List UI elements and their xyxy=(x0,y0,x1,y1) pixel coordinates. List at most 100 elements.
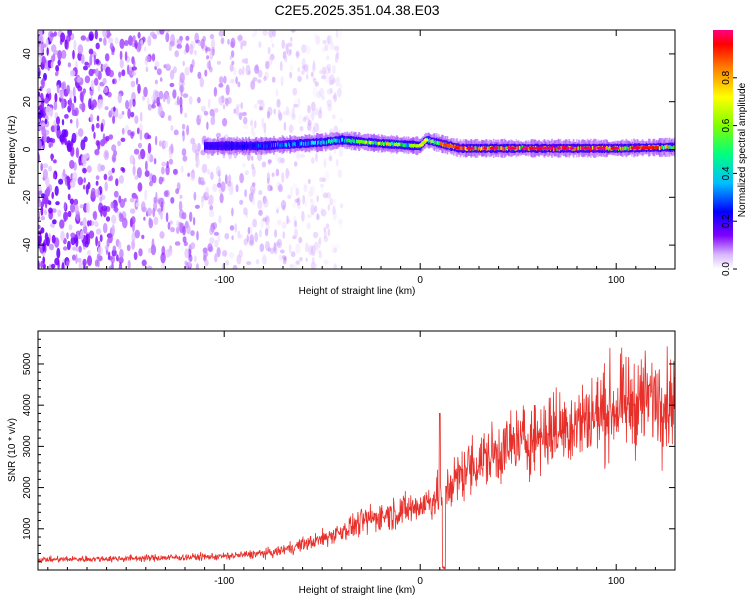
noise-speckle xyxy=(50,125,56,133)
noise-speckle xyxy=(276,208,279,214)
noise-speckle xyxy=(148,247,152,254)
band-core xyxy=(289,143,291,148)
noise-speckle xyxy=(145,66,149,73)
noise-speckle xyxy=(70,232,76,238)
band-core xyxy=(288,142,290,146)
noise-speckle xyxy=(292,235,297,240)
noise-speckle xyxy=(179,104,183,115)
band-core xyxy=(273,143,275,147)
band-core xyxy=(238,144,241,149)
band-core xyxy=(403,143,406,148)
noise-speckle xyxy=(189,211,193,222)
band-peak xyxy=(521,146,527,150)
noise-speckle xyxy=(143,216,146,221)
noise-speckle xyxy=(96,115,100,122)
noise-speckle xyxy=(242,163,246,168)
noise-speckle xyxy=(159,30,165,35)
band-core xyxy=(575,146,578,151)
noise-speckle xyxy=(267,46,271,55)
band-core xyxy=(255,143,258,148)
band-core xyxy=(498,146,501,151)
noise-speckle xyxy=(317,238,321,249)
noise-speckle xyxy=(319,69,323,75)
noise-speckle xyxy=(94,149,100,156)
noise-speckle xyxy=(318,250,322,259)
noise-speckle xyxy=(132,35,136,43)
noise-speckle xyxy=(283,111,286,116)
noise-speckle xyxy=(130,131,134,139)
noise-speckle xyxy=(326,63,332,70)
band-core xyxy=(666,144,669,149)
noise-speckle xyxy=(79,103,83,110)
noise-speckle xyxy=(333,263,337,269)
noise-speckle xyxy=(278,184,283,193)
noise-speckle xyxy=(255,64,259,71)
noise-speckle xyxy=(204,259,209,267)
noise-speckle xyxy=(68,224,73,231)
noise-speckle xyxy=(277,109,281,119)
band-core xyxy=(366,141,369,145)
band-core xyxy=(382,142,385,146)
noise-speckle xyxy=(91,220,95,226)
band-core xyxy=(304,141,307,146)
band-core xyxy=(430,139,433,144)
noise-speckle xyxy=(242,65,245,76)
band-core xyxy=(343,138,345,142)
noise-speckle xyxy=(238,68,243,76)
band-core xyxy=(294,142,297,147)
noise-speckle xyxy=(144,46,147,52)
noise-speckle xyxy=(168,44,173,52)
noise-speckle xyxy=(286,215,289,225)
noise-speckle xyxy=(122,217,128,229)
noise-speckle xyxy=(311,101,316,112)
noise-speckle xyxy=(339,30,343,40)
noise-speckle xyxy=(82,258,87,266)
noise-speckle xyxy=(253,103,258,109)
noise-speckle xyxy=(95,180,99,186)
noise-speckle xyxy=(336,50,340,60)
noise-speckle xyxy=(117,140,121,147)
band-core xyxy=(234,144,236,149)
noise-speckle xyxy=(99,234,103,242)
noise-speckle xyxy=(71,102,75,112)
noise-speckle xyxy=(222,250,228,257)
noise-speckle xyxy=(151,104,157,109)
noise-speckle xyxy=(194,255,197,263)
band-core xyxy=(274,143,276,147)
noise-speckle xyxy=(166,161,169,169)
noise-speckle xyxy=(290,251,296,258)
noise-speckle xyxy=(265,60,270,70)
noise-speckle xyxy=(110,201,115,209)
band-core xyxy=(216,144,219,149)
heatmap-ylabel: Frequency (Hz) xyxy=(7,116,18,185)
band-core xyxy=(339,137,342,142)
noise-speckle xyxy=(121,111,125,115)
band-peak xyxy=(610,146,615,150)
noise-speckle xyxy=(123,197,127,203)
heatmap-ytick-label: 40 xyxy=(22,48,33,60)
band-core xyxy=(442,142,444,147)
noise-speckle xyxy=(158,176,163,185)
band-core xyxy=(461,146,464,151)
band-core xyxy=(476,146,479,151)
noise-speckle xyxy=(127,259,131,269)
noise-speckle xyxy=(275,88,279,97)
noise-speckle xyxy=(135,77,139,86)
noise-speckle xyxy=(105,135,110,142)
noise-speckle xyxy=(250,80,256,90)
band-core xyxy=(555,146,558,151)
noise-speckle xyxy=(119,198,126,208)
band-core xyxy=(517,146,520,150)
noise-speckle xyxy=(329,41,335,50)
noise-speckle xyxy=(206,121,209,130)
noise-speckle xyxy=(166,95,171,105)
noise-speckle xyxy=(273,242,277,252)
band-core xyxy=(228,143,231,148)
noise-speckle xyxy=(294,220,298,228)
noise-speckle xyxy=(214,108,219,113)
noise-speckle xyxy=(184,112,188,119)
noise-speckle xyxy=(38,66,41,73)
noise-speckle xyxy=(319,106,322,114)
band-core xyxy=(233,144,235,149)
noise-speckle xyxy=(48,166,53,172)
